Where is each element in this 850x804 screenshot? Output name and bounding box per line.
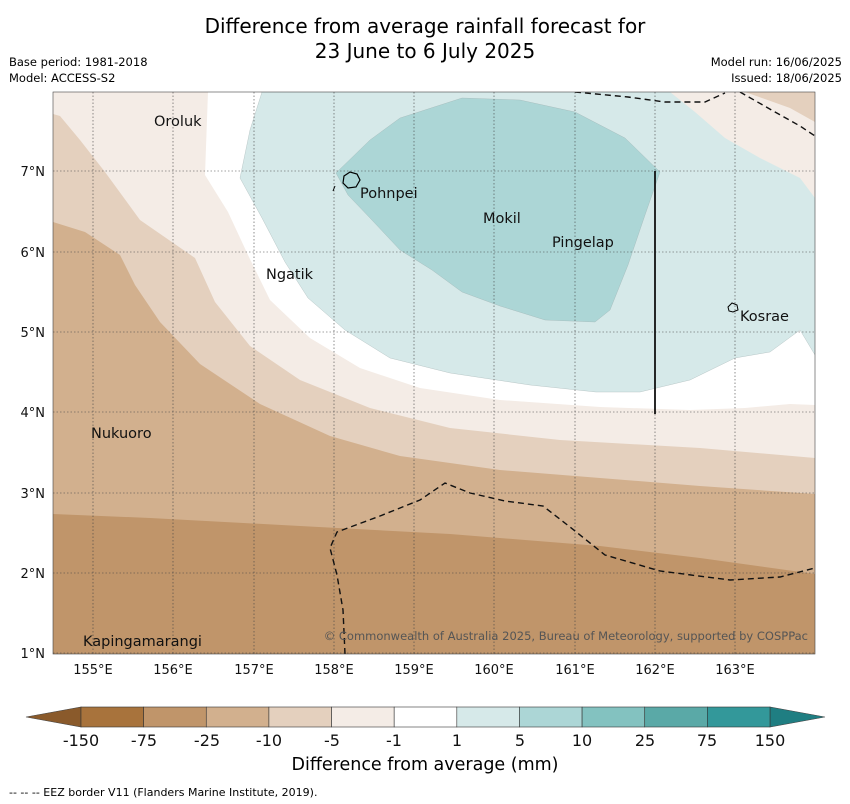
lon-tick: 159°E <box>394 663 434 678</box>
lat-tick: 4°N <box>21 406 46 421</box>
run-info: Model run: 16/06/2025 Issued: 18/06/2025 <box>711 54 842 86</box>
eez-legend-note: -- -- -- EEZ border V11 (Flanders Marine… <box>9 786 318 799</box>
place-label-kapingamarangi: Kapingamarangi <box>83 634 202 650</box>
place-label-mokil: Mokil <box>483 211 521 227</box>
place-label-pohnpei: Pohnpei <box>360 186 418 202</box>
lon-tick: 163°E <box>715 663 755 678</box>
place-label-pingelap: Pingelap <box>552 235 614 251</box>
map-title-line1: Difference from average rainfall forecas… <box>204 14 646 38</box>
forecast-fields <box>53 92 815 654</box>
place-labels: Oroluk Pohnpei Mokil Pingelap Ngatik Kos… <box>83 114 789 650</box>
colorbar-segment <box>143 706 207 728</box>
lat-tick: 2°N <box>21 567 46 582</box>
field-dry-corner-inner <box>745 92 815 122</box>
lon-tick: 162°E <box>635 663 675 678</box>
colorbar-label: 1 <box>452 731 462 750</box>
lon-tick: 155°E <box>73 663 113 678</box>
colorbar-title: Difference from average (mm) <box>291 755 559 775</box>
colorbar-label: 5 <box>515 731 525 750</box>
pohnpei-island-outline <box>342 171 361 189</box>
lon-tick: 158°E <box>314 663 354 678</box>
lon-tick: 157°E <box>234 663 274 678</box>
colorbar-label: 150 <box>755 731 786 750</box>
place-label-ngatik: Ngatik <box>266 267 314 283</box>
longitude-ticks: 155°E 156°E 157°E 158°E 159°E 160°E 161°… <box>73 663 755 678</box>
issued-date-text: Issued: 18/06/2025 <box>731 71 842 85</box>
colorbar-label: 25 <box>635 731 655 750</box>
field-dry-strong <box>53 514 815 654</box>
colorbar-segment <box>456 706 520 728</box>
colorbar-label: -5 <box>324 731 340 750</box>
base-period-text: Base period: 1981-2018 <box>9 55 148 69</box>
colorbar-extend-high <box>769 706 826 728</box>
copyright-text: © Commonwealth of Australia 2025, Bureau… <box>324 629 808 643</box>
contour-lines <box>239 92 815 393</box>
colorbar-segment <box>581 706 646 728</box>
colorbar-label: -25 <box>194 731 220 750</box>
place-label-nukuoro: Nukuoro <box>91 426 152 442</box>
model-name-text: Model: ACCESS-S2 <box>9 71 116 85</box>
islet-mark <box>332 185 336 192</box>
colorbar-segment <box>268 706 332 728</box>
colorbar-label: 75 <box>697 731 717 750</box>
lat-tick: 6°N <box>21 246 46 261</box>
lat-tick: 5°N <box>21 326 46 341</box>
colorbar-segment <box>80 706 144 728</box>
colorbar: -150 -75 -25 -10 -5 -1 1 5 10 25 75 150 <box>25 706 826 750</box>
model-info: Base period: 1981-2018 Model: ACCESS-S2 <box>9 54 148 86</box>
kosrae-island-outline <box>727 302 739 313</box>
colorbar-label: -150 <box>63 731 99 750</box>
map-frame <box>52 91 816 655</box>
colorbar-segment <box>393 706 458 728</box>
latitude-ticks: 7°N 6°N 5°N 4°N 3°N 2°N 1°N <box>21 165 46 662</box>
colorbar-segment <box>519 706 583 728</box>
colorbar-segment <box>331 706 395 728</box>
colorbar-extend-low <box>25 706 82 728</box>
lon-tick: 160°E <box>474 663 514 678</box>
colorbar-label: -1 <box>386 731 402 750</box>
field-dry-corner <box>670 92 815 198</box>
place-label-oroluk: Oroluk <box>154 114 202 130</box>
lat-tick: 3°N <box>21 487 46 502</box>
lat-tick: 1°N <box>21 647 46 662</box>
colorbar-segments <box>80 706 771 728</box>
colorbar-segment <box>205 706 270 728</box>
place-label-kosrae: Kosrae <box>740 309 789 325</box>
eez-border <box>329 92 815 654</box>
colorbar-label: -10 <box>256 731 282 750</box>
map-title-line2: 23 June to 6 July 2025 <box>314 39 536 63</box>
lat-tick: 7°N <box>21 165 46 180</box>
colorbar-labels: -150 -75 -25 -10 -5 -1 1 5 10 25 75 150 <box>63 731 785 750</box>
lon-tick: 161°E <box>555 663 595 678</box>
map-title: Difference from average rainfall forecas… <box>0 14 850 64</box>
colorbar-segment <box>644 706 708 728</box>
lon-tick: 156°E <box>153 663 193 678</box>
field-wet-moderate <box>336 98 660 322</box>
colorbar-label: -75 <box>131 731 157 750</box>
colorbar-segment <box>707 706 771 728</box>
model-run-text: Model run: 16/06/2025 <box>710 55 842 69</box>
colorbar-label: 10 <box>572 731 592 750</box>
